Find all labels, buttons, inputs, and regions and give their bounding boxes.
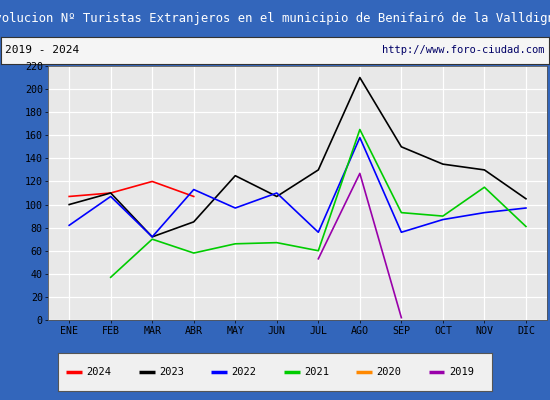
Text: 2023: 2023 [159, 367, 184, 377]
Text: 2020: 2020 [376, 367, 402, 377]
Text: 2024: 2024 [87, 367, 112, 377]
Text: 2021: 2021 [304, 367, 329, 377]
Text: Evolucion Nº Turistas Extranjeros en el municipio de Benifairó de la Valldigna: Evolucion Nº Turistas Extranjeros en el … [0, 12, 550, 25]
Text: 2022: 2022 [232, 367, 256, 377]
Text: 2019 - 2024: 2019 - 2024 [6, 45, 80, 55]
Text: 2019: 2019 [449, 367, 474, 377]
Text: http://www.foro-ciudad.com: http://www.foro-ciudad.com [382, 45, 544, 55]
